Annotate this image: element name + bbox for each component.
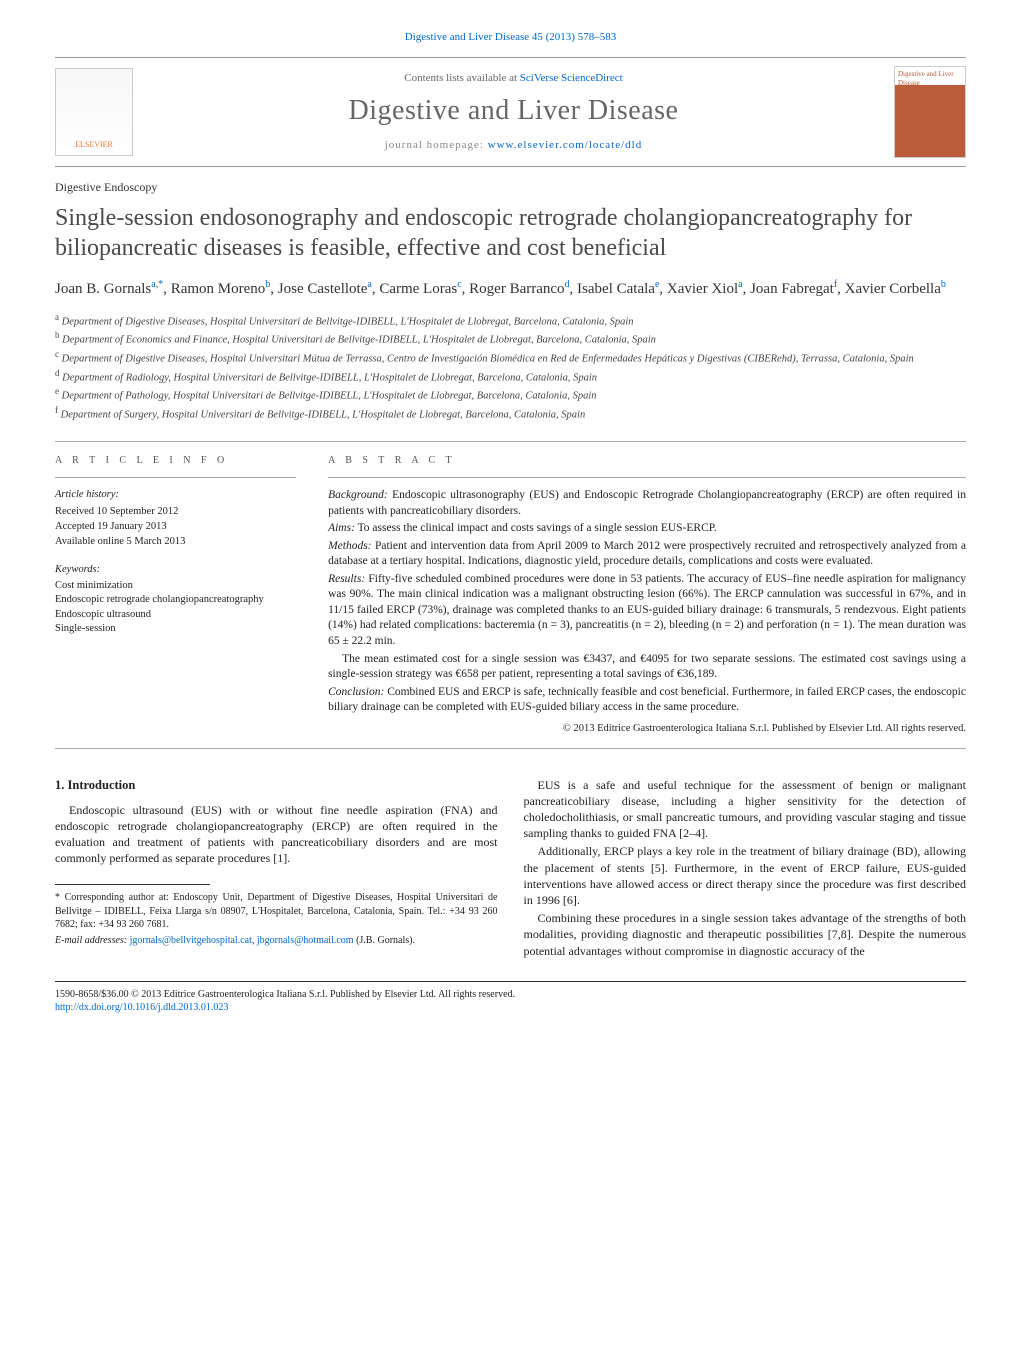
journal-title: Digestive and Liver Disease (133, 92, 894, 130)
author: Ramon Moreno (171, 281, 266, 297)
online-date: Available online 5 March 2013 (55, 535, 296, 549)
homepage-link[interactable]: www.elsevier.com/locate/dld (488, 139, 643, 151)
author-affil-sup: d (565, 279, 570, 290)
homepage-line: journal homepage: www.elsevier.com/locat… (133, 138, 894, 153)
affiliation: d Department of Radiology, Hospital Univ… (55, 367, 966, 386)
abstract-rule (328, 477, 966, 478)
running-citation: Digestive and Liver Disease 45 (2013) 57… (55, 30, 966, 45)
footnotes: * Corresponding author at: Endoscopy Uni… (55, 891, 498, 947)
abstract-results2: The mean estimated cost for a single ses… (328, 652, 966, 683)
sciencedirect-link[interactable]: SciVerse ScienceDirect (520, 72, 623, 84)
affiliation: f Department of Surgery, Hospital Univer… (55, 404, 966, 423)
keyword: Endoscopic ultrasound (55, 608, 296, 622)
contents-line: Contents lists available at SciVerse Sci… (133, 71, 894, 86)
abstract-methods: Methods: Patient and intervention data f… (328, 539, 966, 570)
author-affil-sup: a,* (151, 279, 163, 290)
keyword: Cost minimization (55, 579, 296, 593)
article-info-block: a r t i c l e i n f o Article history: R… (55, 441, 966, 749)
author: Joan Fabregat (750, 281, 834, 297)
citation-link[interactable]: Digestive and Liver Disease 45 (2013) 57… (405, 31, 616, 43)
abstract-conclusion: Conclusion: Combined EUS and ERCP is saf… (328, 685, 966, 716)
elsevier-logo: ELSEVIER (55, 68, 133, 156)
journal-header: ELSEVIER Contents lists available at Sci… (55, 57, 966, 167)
section-1-title: 1. Introduction (55, 777, 498, 794)
history-label: Article history: (55, 488, 296, 502)
body-p4: Combining these procedures in a single s… (524, 910, 967, 959)
article-title: Single-session endosonography and endosc… (55, 203, 966, 263)
body-p1: Endoscopic ultrasound (EUS) with or with… (55, 802, 498, 867)
abstract-copyright: © 2013 Editrice Gastroenterologica Itali… (328, 722, 966, 736)
email-1[interactable]: jgornals@bellvitgehospital.cat (130, 935, 252, 946)
author-affil-sup: b (265, 279, 270, 290)
doi-link[interactable]: http://dx.doi.org/10.1016/j.dld.2013.01.… (55, 1002, 228, 1013)
author: Jose Castellote (278, 281, 368, 297)
keywords-label: Keywords: (55, 563, 296, 577)
affiliation: c Department of Digestive Diseases, Hosp… (55, 348, 966, 367)
author-affil-sup: c (457, 279, 461, 290)
affiliation: b Department of Economics and Finance, H… (55, 329, 966, 348)
footnote-rule (55, 884, 210, 885)
authors-list: Joan B. Gornalsa,*, Ramon Morenob, Jose … (55, 277, 966, 301)
journal-cover-thumb: Digestive and Liver Disease (894, 66, 966, 158)
footer-bar: 1590-8658/$36.00 © 2013 Editrice Gastroe… (55, 981, 966, 1015)
footer-copyright: 1590-8658/$36.00 © 2013 Editrice Gastroe… (55, 988, 515, 1015)
corresponding-author: * Corresponding author at: Endoscopy Uni… (55, 891, 498, 932)
affiliation: e Department of Pathology, Hospital Univ… (55, 385, 966, 404)
author: Isabel Catala (577, 281, 655, 297)
author: Joan B. Gornals (55, 281, 151, 297)
author-affil-sup: b (941, 279, 946, 290)
author: Xavier Corbella (845, 281, 941, 297)
header-center: Contents lists available at SciVerse Sci… (133, 71, 894, 152)
body-columns: 1. Introduction Endoscopic ultrasound (E… (55, 777, 966, 959)
affiliation: a Department of Digestive Diseases, Hosp… (55, 311, 966, 330)
article-category: Digestive Endoscopy (55, 179, 966, 195)
author-affil-sup: a (367, 279, 371, 290)
received-date: Received 10 September 2012 (55, 505, 296, 519)
keyword: Single-session (55, 622, 296, 636)
author-affil-sup: a (738, 279, 742, 290)
keyword: Endoscopic retrograde cholangiopancreato… (55, 593, 296, 607)
info-rule (55, 477, 296, 478)
abstract-results: Results: Fifty-five scheduled combined p… (328, 572, 966, 650)
info-heading-left: a r t i c l e i n f o (55, 454, 296, 468)
author-affil-sup: e (655, 279, 659, 290)
body-p3: Additionally, ERCP plays a key role in t… (524, 843, 967, 908)
abstract-background: Background: Endoscopic ultrasonography (… (328, 488, 966, 519)
abstract-aims: Aims: To assess the clinical impact and … (328, 521, 966, 537)
info-heading-right: a b s t r a c t (328, 454, 966, 468)
author: Carme Loras (379, 281, 457, 297)
accepted-date: Accepted 19 January 2013 (55, 520, 296, 534)
author: Xavier Xiol (667, 281, 738, 297)
abstract: a b s t r a c t Background: Endoscopic u… (310, 442, 966, 748)
article-history: a r t i c l e i n f o Article history: R… (55, 442, 310, 748)
email-2[interactable]: jbgornals@hotmail.com (257, 935, 354, 946)
author: Roger Barranco (469, 281, 564, 297)
affiliations: a Department of Digestive Diseases, Hosp… (55, 311, 966, 423)
body-p2: EUS is a safe and useful technique for t… (524, 777, 967, 842)
email-line: E-mail addresses: jgornals@bellvitgehosp… (55, 934, 498, 948)
author-affil-sup: f (834, 279, 837, 290)
